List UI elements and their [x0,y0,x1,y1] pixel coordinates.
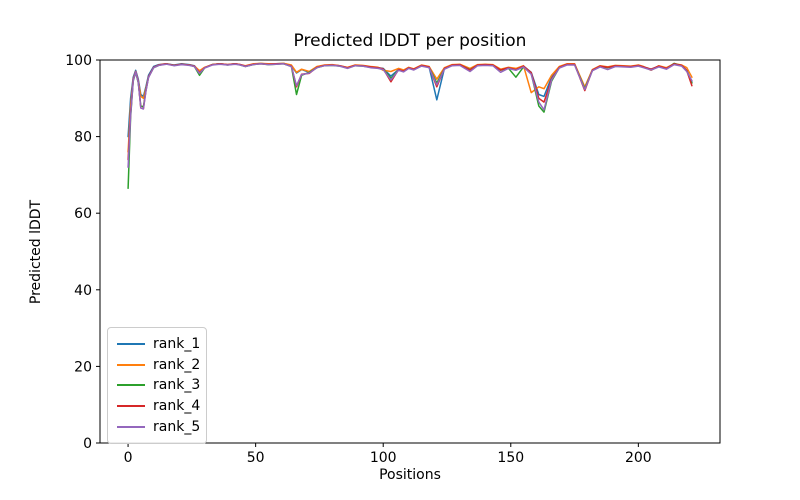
legend-entry: rank_2 [117,355,201,376]
series-line-rank_5 [127,63,693,168]
x-tick-label: 150 [497,450,524,466]
series-lines [127,62,693,190]
x-tick-label: 0 [124,450,133,466]
legend-entry-label: rank_3 [153,377,201,394]
legend-line-swatch [117,405,145,408]
x-axis: 0 50 100 150 200 [124,443,652,466]
legend-entry: rank_4 [117,396,201,417]
legend-entry: rank_5 [117,416,201,437]
legend-entry-label: rank_5 [153,418,201,435]
y-tick-label: 100 [65,53,92,69]
y-tick-label: 60 [74,206,92,222]
chart-title: Predicted lDDT per position [294,31,527,51]
y-tick-label: 20 [74,359,92,375]
legend-entry: rank_3 [117,375,201,396]
legend-line-swatch [117,363,145,366]
x-tick-label: 50 [247,450,265,466]
x-axis-label: Positions [379,467,441,483]
y-tick-label: 0 [83,436,92,452]
legend-entry-label: rank_4 [153,398,201,415]
x-tick-label: 200 [625,450,652,466]
legend-line-swatch [117,343,145,346]
legend-line-swatch [117,384,145,387]
y-axis: 0 20 40 60 80 100 [65,53,100,452]
x-tick-label: 100 [370,450,397,466]
legend-entry: rank_1 [117,334,201,355]
y-tick-label: 40 [74,283,92,299]
y-tick-label: 80 [74,130,92,146]
legend-line-swatch [117,425,145,428]
y-axis-label: Predicted lDDT [28,199,44,304]
legend: rank_1 rank_2 rank_3 rank_4 rank_5 [107,327,207,444]
axes-spines [99,59,721,444]
legend-entry-label: rank_1 [153,336,201,353]
legend-entry-label: rank_2 [153,356,201,373]
